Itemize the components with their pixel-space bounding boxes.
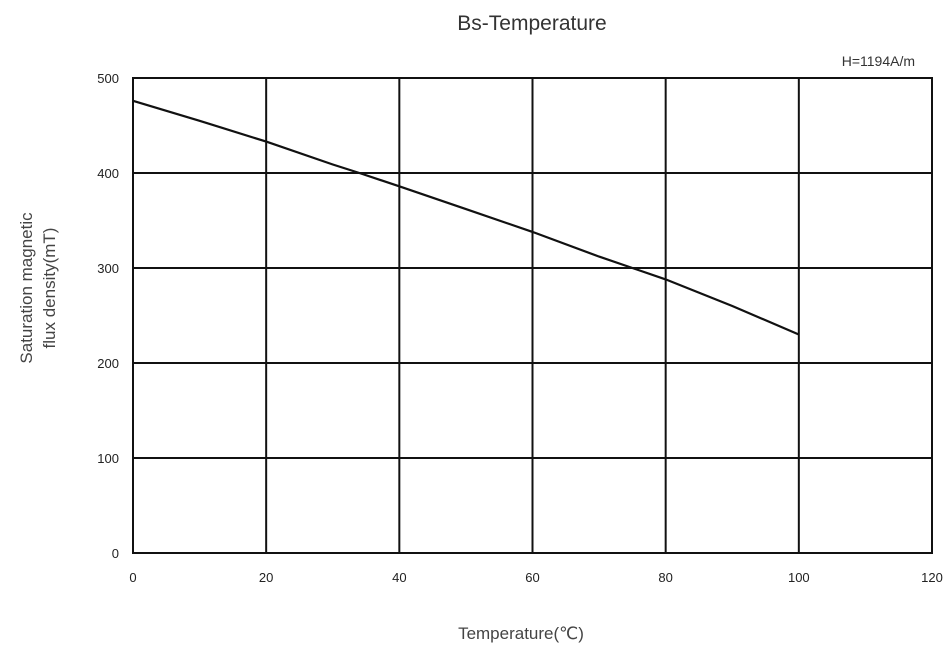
y-tick-label: 200 — [97, 356, 119, 371]
x-tick-label: 60 — [525, 570, 539, 585]
y-axis-label-line-2: flux density(mT) — [40, 228, 59, 349]
field-strength-annotation: H=1194A/m — [842, 53, 915, 69]
bs-curve — [133, 101, 799, 335]
plot-area — [133, 101, 799, 335]
x-tick-label: 0 — [129, 570, 136, 585]
chart-title: Bs-Temperature — [457, 12, 606, 35]
x-tick-label: 40 — [392, 570, 406, 585]
grid — [133, 78, 932, 553]
y-tick-label: 0 — [112, 546, 119, 561]
y-axis-label: Saturation magnetic flux density(mT) — [17, 212, 59, 364]
x-axis-ticks: 0 20 40 60 80 100 120 — [129, 570, 942, 585]
y-tick-label: 300 — [97, 261, 119, 276]
x-tick-label: 100 — [788, 570, 810, 585]
y-axis-ticks: 0 100 200 300 400 500 — [97, 71, 119, 561]
x-tick-label: 20 — [259, 570, 273, 585]
y-tick-label: 400 — [97, 166, 119, 181]
x-tick-label: 120 — [921, 570, 943, 585]
y-tick-label: 100 — [97, 451, 119, 466]
x-tick-label: 80 — [658, 570, 672, 585]
y-axis-label-line-1: Saturation magnetic — [17, 212, 36, 364]
x-axis-label: Temperature(℃) — [458, 624, 584, 643]
y-tick-label: 500 — [97, 71, 119, 86]
